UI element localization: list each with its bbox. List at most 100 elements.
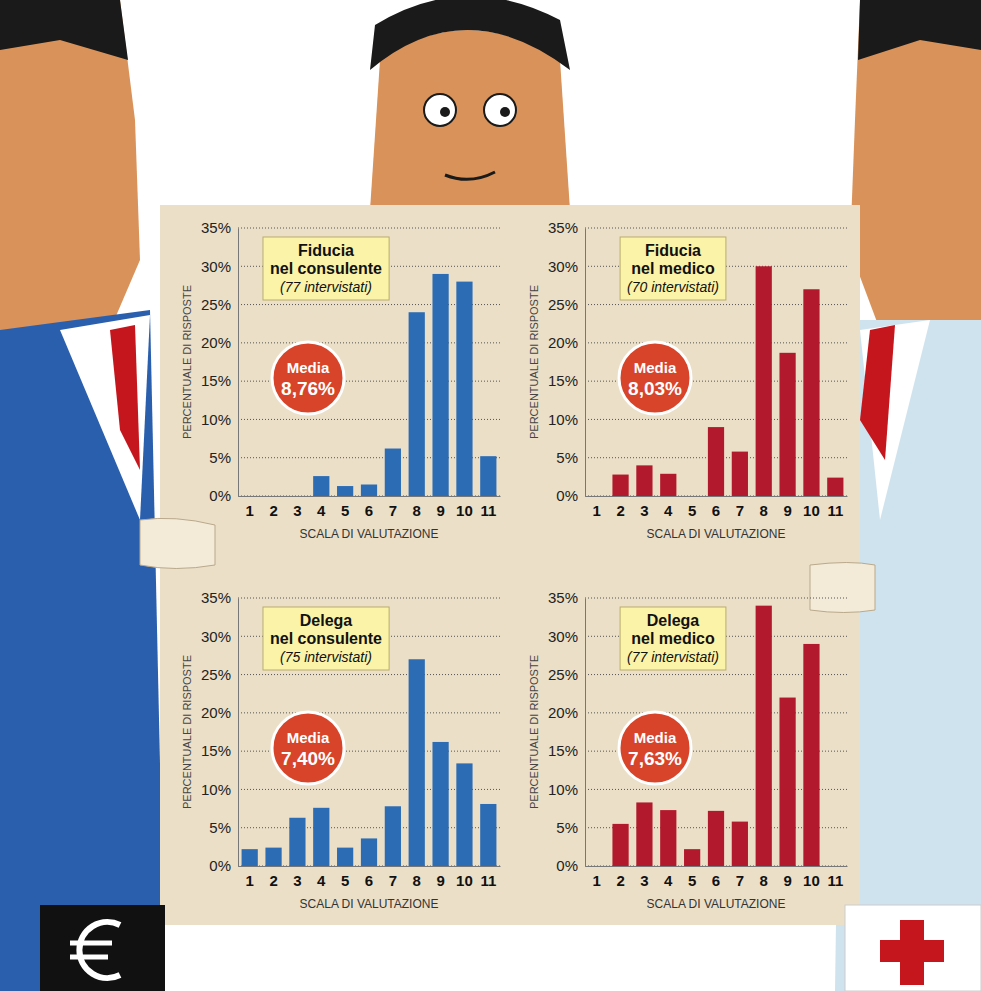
tick-label: 5% [209,819,231,836]
tick-label: 6 [712,872,720,889]
left-shirt [60,315,150,520]
tick: 1 [593,496,601,519]
tick-label: 10 [456,502,473,519]
badge-circle [619,342,691,414]
badge-value: 8,76% [281,378,335,399]
tick: 11 [827,496,843,519]
grid-line [238,712,500,713]
tick-label: 5% [556,819,578,836]
bar [409,659,425,866]
canvas: 0%5%10%15%20%25%30%35%1234567891011PERCE… [0,0,981,991]
tick-label: 15% [201,742,231,759]
tick-label: 25% [201,666,231,683]
tick: 3 [640,866,648,889]
axis-line [238,599,239,867]
bar [313,808,329,866]
tick: 7 [389,866,397,889]
tick-label: 5% [209,449,231,466]
tick-label: 11 [480,502,496,519]
tick-label: 10% [201,781,231,798]
chart-subtitle: (70 intervistati) [627,279,719,295]
badge-circle [272,342,344,414]
tick: 10 [456,496,473,519]
tick-label: 0% [209,487,231,504]
tick-label: 20% [201,334,231,351]
tick: 25% [201,666,238,683]
bar [756,266,772,496]
bar [708,811,724,866]
hand [810,563,875,613]
tick-label: 4 [317,872,326,889]
bar [242,849,258,866]
tick: 20% [201,704,238,721]
badge-label: Media [634,729,677,746]
tick: 8 [413,866,421,889]
bar [779,353,795,496]
grid-line [238,598,500,599]
tick: 2 [269,866,277,889]
tick: 8 [413,496,421,519]
badge-label: Media [287,729,330,746]
title-box: Fiducianel medico(70 intervistati) [620,237,726,300]
chart-subtitle: (77 intervistati) [280,279,372,295]
tick-label: 0% [556,487,578,504]
chart-subtitle: (77 intervistati) [627,649,719,665]
mean-badge: Media 7,63% [619,712,691,784]
tick: 15% [548,742,585,759]
badge-value: 7,63% [628,748,682,769]
tick: 4 [317,866,326,889]
euro-icon [79,922,120,978]
tick-label: 5 [688,502,696,519]
x-axis: 1234567891011 [239,496,501,519]
axis-line [239,496,501,497]
panel [160,205,860,925]
tick: 0% [209,487,238,504]
tick: 0% [209,857,238,874]
tick: 6 [712,866,720,889]
tick-label: 7 [389,872,397,889]
bars [612,606,819,866]
tick-label: 35% [201,219,231,236]
right-tie [860,325,895,460]
tick-label: 5 [341,872,349,889]
bar [827,478,843,496]
bar [385,806,401,866]
tick-label: 7 [736,502,744,519]
bar [313,476,329,496]
bar [589,866,605,867]
bar [361,485,377,496]
tick-label: 2 [616,872,624,889]
tick-label: 25% [548,296,578,313]
grid [238,598,500,866]
axis-line [585,229,586,497]
center-eye [424,94,456,126]
tick-label: 10 [456,872,473,889]
tick: 3 [640,496,648,519]
bar [242,496,258,497]
bar [361,838,377,866]
tick-label: 30% [201,258,231,275]
grid-line [585,228,847,229]
tick-label: 4 [664,502,673,519]
tick: 11 [480,866,496,889]
tick-label: 5 [341,502,349,519]
center-mouth [445,172,495,179]
tick: 1 [246,866,254,889]
tick-label: 10 [803,502,820,519]
tick: 35% [201,219,238,236]
tick-label: 1 [246,502,254,519]
y-axis-title: PERCENTUALE DI RISPOSTE [528,285,540,439]
tick: 35% [548,219,585,236]
chart: 0%5%10%15%20%25%30%35%1234567891011PERCE… [528,219,848,541]
axis-line [238,229,239,497]
tick-label: 30% [201,628,231,645]
chart-title: Fiducianel consulente [270,242,382,277]
bar [589,496,605,497]
euro-icon [70,943,112,957]
badge-circle [619,712,691,784]
bar [684,496,700,497]
center-hair [370,0,570,70]
tick: 3 [293,496,301,519]
tick-label: 5% [556,449,578,466]
bar [803,644,819,866]
